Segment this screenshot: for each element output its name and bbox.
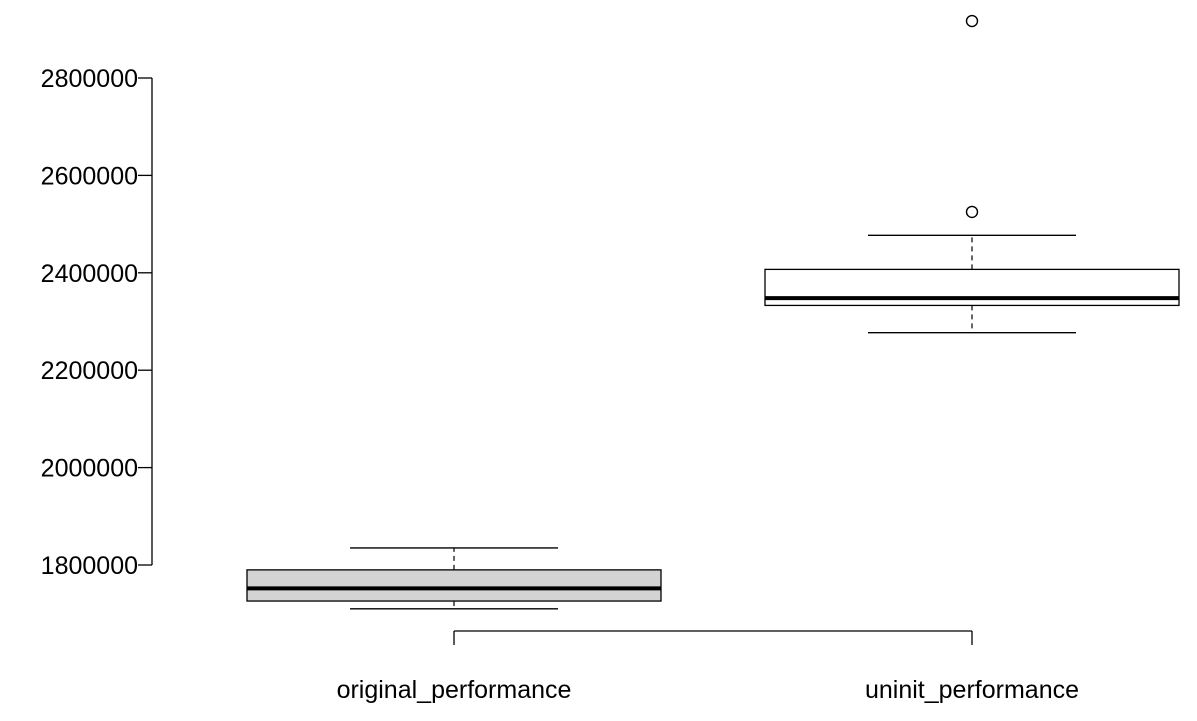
- outlier-point: [965, 14, 979, 28]
- y-tick-label: 2600000: [41, 162, 138, 190]
- y-tick-label: 2800000: [41, 65, 138, 93]
- y-tick-label: 2200000: [41, 357, 138, 385]
- outlier-point: [965, 205, 979, 219]
- y-tick-label: 2000000: [41, 455, 138, 483]
- x-tick-label: original_performance: [337, 676, 572, 704]
- box-iqr: [246, 569, 662, 602]
- y-tick-label: 1800000: [41, 552, 138, 580]
- y-tick-label: 2400000: [41, 260, 138, 288]
- x-tick-label: uninit_performance: [865, 676, 1079, 704]
